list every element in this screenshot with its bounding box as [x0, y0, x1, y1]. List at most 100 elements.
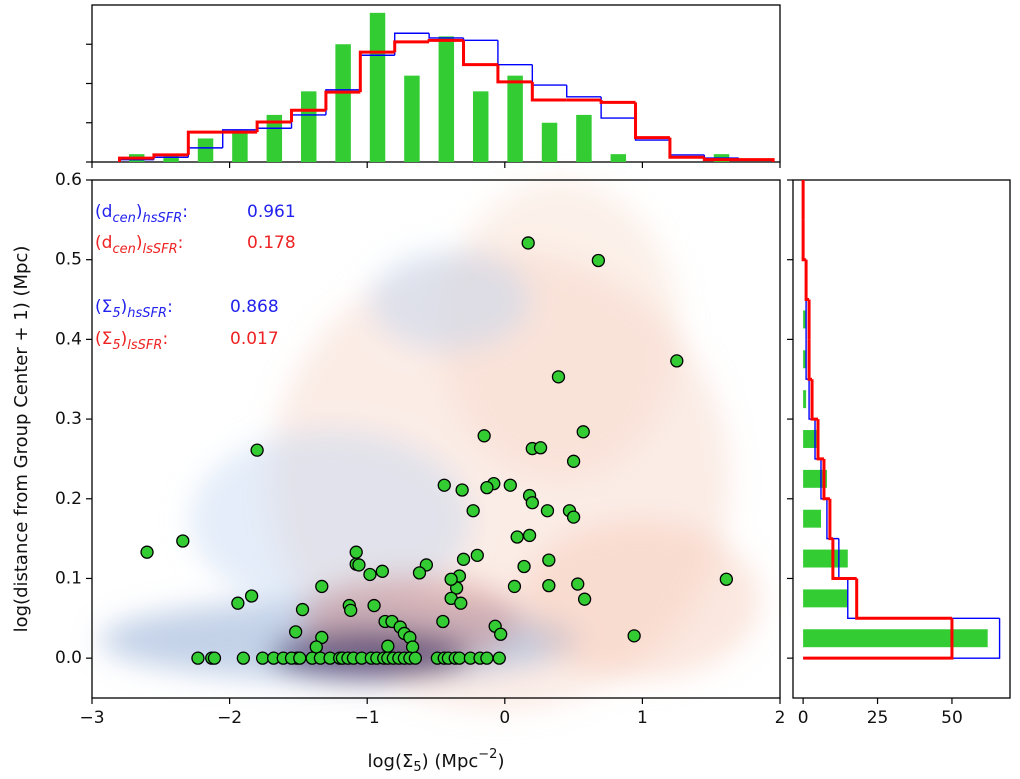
- scatter-point: [477, 429, 491, 443]
- y-tick-label: 0.2: [55, 489, 82, 509]
- y-tick-label: 0.0: [55, 648, 82, 668]
- hist-step: [803, 618, 954, 660]
- scatter-point: [352, 558, 366, 572]
- hist-bar: [266, 114, 283, 162]
- hist-bar: [610, 154, 627, 162]
- scatter-point: [207, 651, 222, 665]
- scatter-point: [542, 578, 556, 593]
- x-tick-label: 50: [941, 708, 963, 728]
- annotation-part: lsSFR: [127, 338, 162, 353]
- hist-step: [393, 40, 430, 53]
- annotation: (dcen)lsSFR:: [95, 233, 183, 257]
- scatter-point: [521, 236, 535, 250]
- hist-step: [118, 156, 154, 162]
- scatter-point: [525, 496, 539, 510]
- scatter-point: [576, 425, 590, 439]
- scatter-point: [295, 602, 310, 617]
- density-contours: [100, 180, 760, 710]
- scatter-point: [507, 579, 522, 594]
- x-tick-label: 1: [637, 708, 648, 728]
- annotation-part: cen: [112, 242, 135, 257]
- annotation: (Σ5)lsSFR:: [95, 329, 168, 353]
- scatter-point: [437, 478, 451, 492]
- scatter-point: [250, 443, 264, 457]
- hist-step: [427, 38, 464, 42]
- scatter-point: [408, 651, 423, 665]
- hist-bar: [803, 430, 819, 448]
- hist-step: [394, 32, 430, 56]
- scatter-point: [456, 552, 471, 566]
- scatter-point: [412, 566, 427, 580]
- scatter-point: [255, 651, 270, 665]
- annotation-part: 5: [112, 338, 120, 353]
- annotation: (dcen)hsSFR:: [95, 202, 188, 226]
- scatter-point: [627, 629, 641, 643]
- hist-step: [152, 153, 189, 159]
- y-axis-label: log(distance from Group Center + 1) (Mpc…: [11, 246, 32, 633]
- hist-bar: [803, 549, 848, 568]
- hist-step: [600, 96, 636, 119]
- hist-bar: [803, 350, 807, 369]
- annotation-part: :: [162, 329, 168, 349]
- x-tick-label: 25: [867, 708, 889, 728]
- x-tick-label: 0: [499, 708, 510, 728]
- annotation-part: (d: [95, 233, 112, 253]
- annotation-part: ): [136, 202, 143, 222]
- y-tick-label: 0.4: [55, 329, 82, 349]
- hist-step: [801, 219, 807, 262]
- hist-step: [855, 578, 952, 620]
- top-frame: [91, 4, 781, 163]
- hist-step: [634, 102, 670, 140]
- scatter-point: [140, 545, 154, 559]
- scatter-point: [577, 592, 592, 606]
- x-tick-label: 2: [775, 708, 786, 728]
- hist-bar: [404, 75, 420, 162]
- x-axis-label-part: log(Σ: [368, 751, 414, 772]
- scatter-point: [719, 572, 733, 586]
- hist-bar: [803, 509, 821, 528]
- hist-bar: [803, 310, 807, 329]
- scatter-point: [517, 559, 531, 574]
- hist-step: [816, 419, 824, 461]
- scatter-point: [591, 253, 606, 268]
- hist-bar: [438, 36, 455, 162]
- hist-bar: [803, 629, 988, 648]
- annotation-part: :: [182, 202, 188, 222]
- hist-step: [530, 81, 567, 102]
- x-axis-label-part: −2: [478, 747, 497, 762]
- hist-bar: [803, 589, 848, 608]
- scatter-point: [480, 480, 494, 495]
- y-tick-label: 0.3: [55, 409, 82, 429]
- hist-bar: [197, 138, 214, 162]
- scatter-point: [405, 640, 420, 654]
- hist-bar: [803, 390, 807, 409]
- scatter-point: [533, 441, 548, 455]
- hist-step: [847, 578, 1000, 620]
- scatter-point: [344, 603, 358, 617]
- scatter-point: [293, 651, 307, 665]
- y-tick-label: 0.1: [55, 568, 82, 588]
- annotation-part: ): [121, 329, 128, 349]
- hist-step: [186, 130, 223, 155]
- y-tick-label: 0.6: [55, 170, 82, 190]
- hist-bar: [335, 44, 351, 162]
- hist-step: [668, 137, 705, 159]
- hist-step: [826, 498, 839, 540]
- hist-step: [497, 40, 533, 66]
- scatter-point: [571, 577, 585, 591]
- x-axis-label-part: ) (Mpc: [422, 751, 479, 772]
- hist-step: [290, 108, 326, 122]
- scatter-point: [466, 504, 480, 518]
- x-axis-label-part: 5: [413, 760, 421, 775]
- annotation-value: 0.868: [230, 297, 279, 317]
- scatter-point: [436, 614, 450, 629]
- scatter-point: [551, 370, 566, 384]
- hist-step: [669, 140, 705, 156]
- hist-step: [531, 64, 567, 86]
- annotation-value: 0.178: [247, 233, 296, 253]
- scatter-point: [454, 596, 468, 610]
- hist-step: [428, 33, 464, 39]
- scatter-point: [367, 598, 381, 613]
- x-tick-label: −1: [355, 708, 380, 728]
- annotation-part: :: [178, 233, 184, 253]
